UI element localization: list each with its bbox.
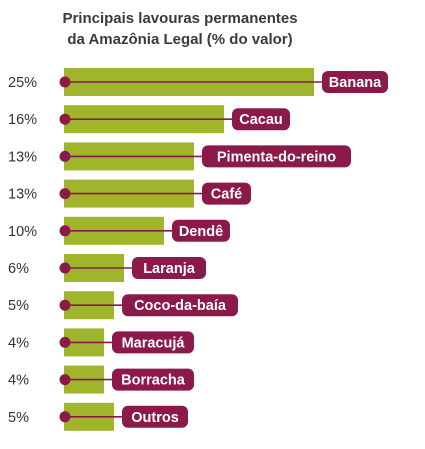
leader-dot bbox=[59, 76, 71, 88]
category-label: Dendê bbox=[179, 224, 223, 240]
chart-title: Principais lavouras permanentes da Amazô… bbox=[0, 8, 360, 50]
category-label: Coco-da-baía bbox=[134, 298, 227, 314]
leader-dot bbox=[59, 411, 71, 423]
chart-title-line-2: da Amazônia Legal (% do valor) bbox=[67, 31, 293, 48]
leader-dot bbox=[59, 150, 71, 162]
leader-dot bbox=[59, 113, 71, 125]
category-label: Cacau bbox=[239, 112, 283, 128]
category-label: Café bbox=[211, 187, 242, 203]
value-label: 4% bbox=[8, 373, 29, 389]
value-label: 16% bbox=[8, 112, 37, 128]
leader-dot bbox=[59, 336, 71, 348]
category-label-box bbox=[112, 331, 194, 354]
leader-dot bbox=[59, 299, 71, 311]
category-label-box bbox=[122, 405, 188, 428]
value-label: 10% bbox=[8, 224, 37, 240]
category-label-box bbox=[202, 182, 251, 205]
value-label: 13% bbox=[8, 187, 37, 203]
category-label-box bbox=[172, 219, 230, 242]
category-label: Pimenta-do-reino bbox=[217, 149, 336, 165]
category-label: Borracha bbox=[121, 373, 186, 389]
leader-dot bbox=[59, 188, 71, 200]
category-label-box bbox=[112, 368, 194, 391]
category-label-box bbox=[122, 294, 238, 317]
chart-title-line-1: Principais lavouras permanentes bbox=[62, 10, 298, 27]
category-label: Banana bbox=[329, 75, 382, 91]
category-label-box bbox=[132, 257, 206, 279]
category-label: Maracujá bbox=[122, 335, 186, 351]
category-label-box bbox=[232, 108, 290, 131]
category-label: Outros bbox=[131, 410, 179, 426]
value-label: 6% bbox=[8, 261, 29, 277]
value-label: 4% bbox=[8, 335, 29, 351]
leader-dot bbox=[59, 262, 71, 274]
value-label: 5% bbox=[8, 410, 29, 426]
leader-dot bbox=[59, 225, 71, 237]
category-label: Laranja bbox=[143, 261, 196, 277]
leader-dot bbox=[59, 374, 71, 386]
value-label: 5% bbox=[8, 298, 29, 314]
category-label-box bbox=[202, 145, 351, 168]
value-label: 25% bbox=[8, 75, 37, 91]
category-label-box bbox=[322, 71, 388, 93]
value-label: 13% bbox=[8, 149, 37, 165]
